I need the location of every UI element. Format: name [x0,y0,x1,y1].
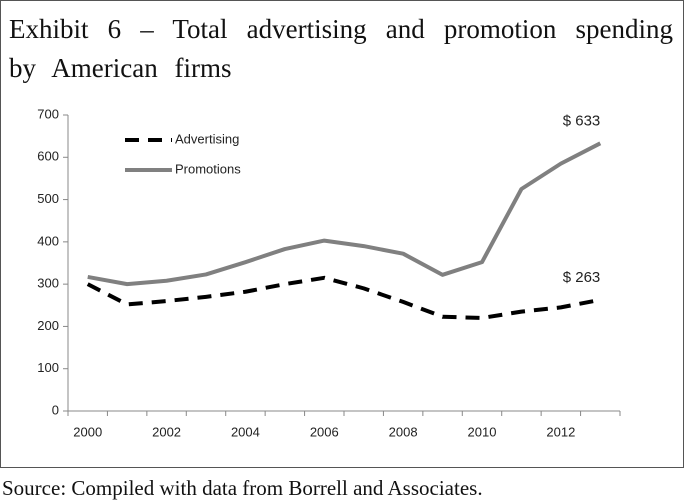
x-tick-label: 2006 [310,424,339,439]
y-tick-label: 500 [37,191,59,206]
x-tick-label: 2012 [546,424,575,439]
chart: 0 100 200 300 400 500 600 700 2000 2002 2004 2006 20… [37,106,621,439]
series-line [86,275,601,320]
x-tick-label: 2002 [152,424,181,439]
y-tick-label: 700 [37,106,59,121]
y-tick-label: 200 [37,318,59,333]
x-tick-label: 2000 [73,424,102,439]
data-label: $ 263 [563,269,601,286]
source-note: Source: Compiled with data from Borrell … [2,476,483,500]
data-label: $ 633 [563,112,601,129]
x-tick-label: 2010 [468,424,497,439]
y-tick-label: 400 [37,233,59,248]
legend-label: Promotions [175,161,241,176]
legend-label: Advertising [175,131,239,146]
chart-title: Exhibit 6 – Total advertising and promot… [9,14,673,83]
x-tick-label: 2004 [231,424,260,439]
y-tick-label: 300 [37,276,59,291]
x-tick-label: 2008 [389,424,418,439]
series-line [87,141,602,287]
y-tick-label: 100 [37,360,59,375]
y-tick-label: 0 [52,402,59,417]
y-tick-label: 600 [37,149,59,164]
